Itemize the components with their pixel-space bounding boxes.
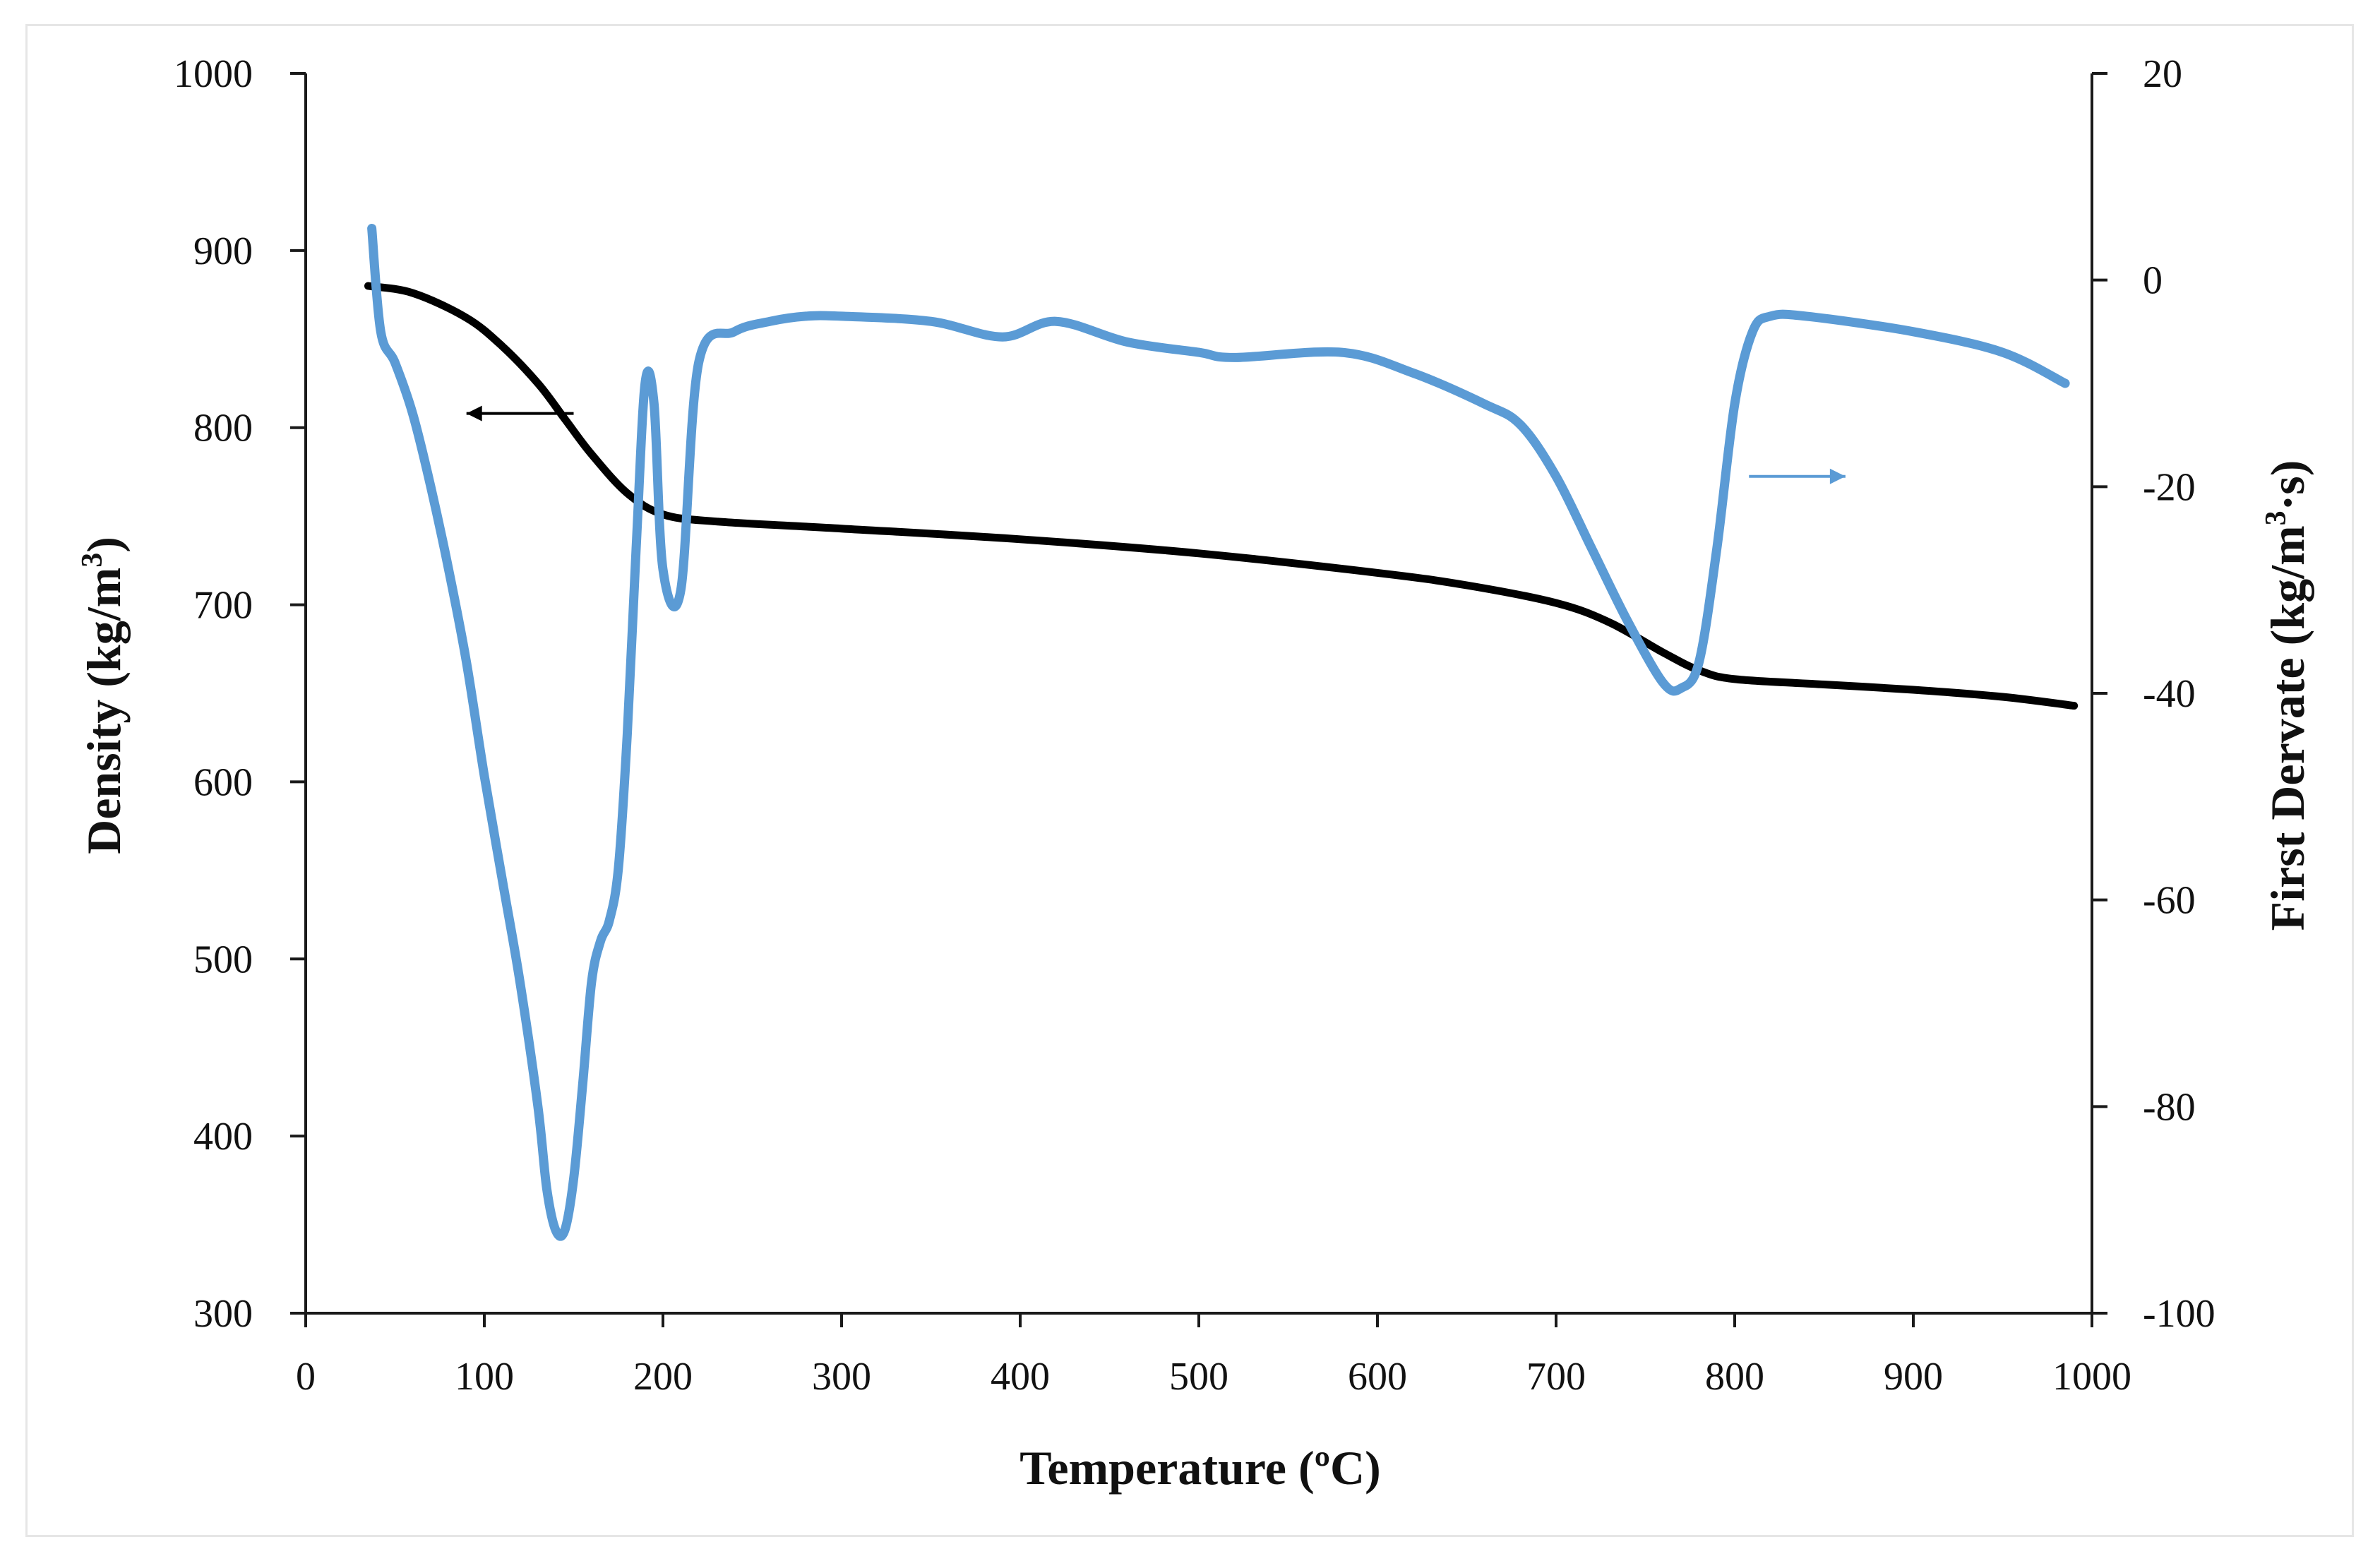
- x-tick-label: 300: [812, 1355, 871, 1399]
- y-left-axis-title: Density (kg/m3): [76, 537, 131, 854]
- x-tick-label: 600: [1348, 1355, 1407, 1399]
- x-tick-label: 400: [991, 1355, 1050, 1399]
- x-ticks-group: 0 100 200 300 400 500 600 700 800 900 1000: [296, 1313, 2131, 1399]
- y-left-tick-label: 1000: [174, 52, 253, 96]
- y-left-ticks-group: 300 400 500 600 700 800 900 1000: [174, 52, 306, 1336]
- y-right-axis-title-sup: 3: [2260, 510, 2292, 525]
- y-left-axis-title-end: ): [77, 537, 131, 553]
- x-tick-label: 500: [1169, 1355, 1228, 1399]
- y-left-tick-label: 800: [193, 407, 253, 450]
- y-right-tick-label: 0: [2143, 259, 2163, 303]
- x-tick-label: 900: [1884, 1355, 1943, 1399]
- y-right-axis-title-end: ·s): [2261, 460, 2314, 511]
- x-tick-label: 100: [455, 1355, 514, 1399]
- x-axis-title: Temperature (ºC): [1019, 1441, 1381, 1495]
- y-left-axis-title-main: Density (kg/m: [77, 568, 131, 854]
- annotations-layer: [466, 405, 1846, 484]
- y-left-tick-label: 600: [193, 760, 253, 804]
- x-tick-label: 0: [296, 1355, 316, 1399]
- derivative-arrow-head: [1829, 468, 1846, 484]
- x-tick-label: 700: [1526, 1355, 1586, 1399]
- y-right-tick-label: 20: [2143, 52, 2182, 96]
- y-right-tick-label: -100: [2143, 1292, 2215, 1336]
- y-left-tick-label: 400: [193, 1115, 253, 1159]
- x-tick-label: 800: [1705, 1355, 1764, 1399]
- y-right-tick-label: -80: [2143, 1085, 2196, 1129]
- y-left-tick-label: 900: [193, 229, 253, 273]
- density-series-line: [364, 282, 2079, 710]
- series-layer: [364, 224, 2079, 1241]
- axes-group: [304, 73, 2093, 1315]
- y-right-tick-label: -20: [2143, 465, 2196, 509]
- y-right-axis-title-main: First Dervate (kg/m: [2261, 525, 2314, 931]
- y-right-ticks-group: -100 -80 -60 -40 -20 0 20: [2092, 52, 2215, 1336]
- y-left-tick-label: 300: [193, 1292, 253, 1336]
- y-right-axis-title: First Dervate (kg/m3·s): [2260, 460, 2314, 931]
- chart-frame: [25, 24, 2354, 1537]
- derivative-series-line: [367, 224, 2070, 1241]
- x-tick-label: 200: [633, 1355, 693, 1399]
- y-right-tick-label: -40: [2143, 672, 2196, 716]
- x-tick-label: 1000: [2052, 1355, 2131, 1399]
- y-right-tick-label: -60: [2143, 879, 2196, 923]
- y-left-tick-label: 700: [193, 584, 253, 628]
- y-left-axis-title-sup: 3: [76, 553, 109, 568]
- density-arrow-head: [466, 405, 482, 421]
- y-left-tick-label: 500: [193, 938, 253, 981]
